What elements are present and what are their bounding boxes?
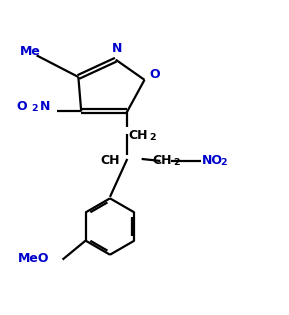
Text: NO: NO [202,154,223,168]
Text: CH: CH [153,154,172,168]
Text: CH: CH [100,154,119,168]
Text: O: O [149,68,160,81]
Text: CH: CH [129,129,148,142]
Text: 2: 2 [150,133,156,142]
Text: Me: Me [19,45,40,58]
Text: 2: 2 [221,158,227,167]
Text: O: O [16,100,27,113]
Text: N: N [40,100,50,113]
Text: MeO: MeO [18,252,49,265]
Text: 2: 2 [31,104,38,112]
Text: 2: 2 [173,158,180,167]
Text: N: N [112,42,122,55]
